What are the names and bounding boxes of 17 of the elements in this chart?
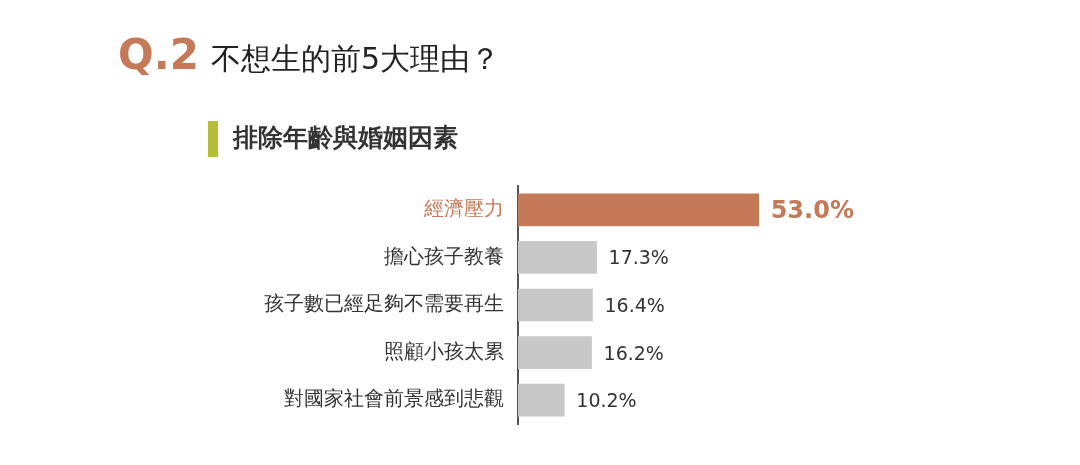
bar [518, 336, 592, 369]
data-label: 10.2% [576, 389, 637, 412]
y-tick-label: 經濟壓力 [423, 196, 504, 220]
chart-subtitle: 排除年齡與婚姻因素 [233, 122, 458, 154]
y-tick-label: 照顧小孩太累 [384, 338, 504, 363]
y-tick-label: 擔心孩子教養 [384, 243, 504, 268]
data-label: 53.0% [770, 196, 854, 225]
bar [518, 288, 593, 322]
y-tick-label: 孩子數已經足夠不需要再生 [264, 291, 504, 316]
data-label: 17.3% [608, 246, 669, 269]
data-label: 16.2% [603, 341, 664, 364]
bar [518, 241, 597, 274]
bar [518, 383, 565, 417]
chart-title: Q.2 不想生的前5大理由？ [118, 30, 500, 79]
bar [518, 193, 759, 227]
y-tick-label: 對國家社會前景感到悲觀 [284, 386, 504, 411]
data-label: 16.4% [604, 293, 665, 316]
